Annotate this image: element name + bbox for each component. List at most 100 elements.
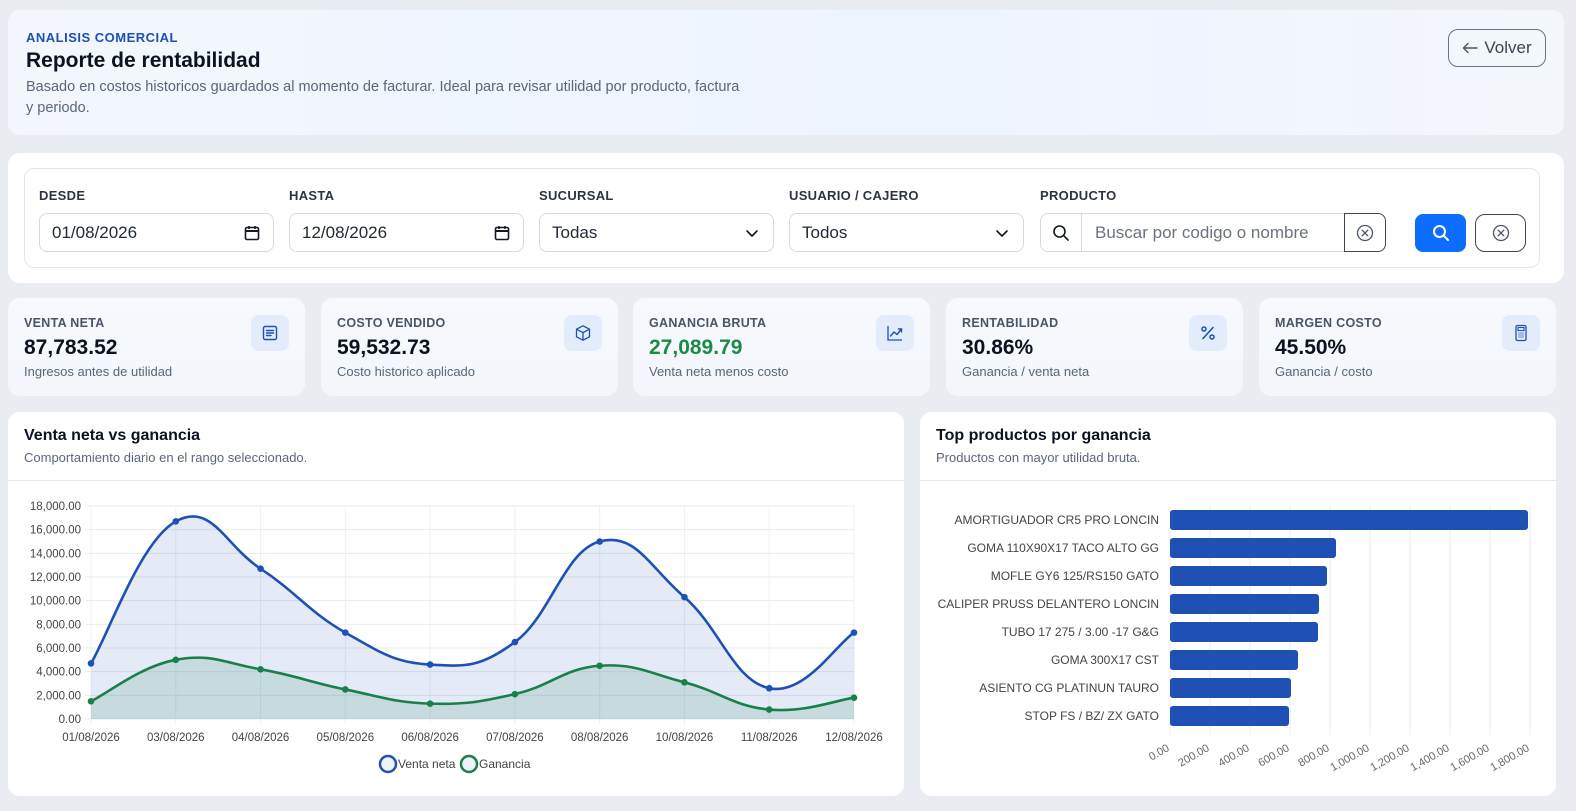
search-button[interactable] <box>1415 214 1466 252</box>
back-button[interactable]: Volver <box>1448 29 1546 67</box>
data-point <box>850 694 858 701</box>
search-icon <box>1432 225 1449 241</box>
filters-panel: DESDE 01/08/2026 HASTA 12/08/2026 SUCURS… <box>8 153 1564 283</box>
x-tick-label: 11/08/2026 <box>741 732 798 744</box>
trend-up-icon <box>876 315 914 351</box>
desde-label: DESDE <box>39 188 86 203</box>
data-point <box>87 660 95 667</box>
bar-category-label: ASIENTO CG PLATINUN TAURO <box>979 681 1159 695</box>
sucursal-value: Todas <box>552 222 598 242</box>
close-circle-icon <box>1492 224 1509 242</box>
card-subtitle: Comportamiento diario en el rango selecc… <box>24 450 308 465</box>
y-tick-label: 4,000.00 <box>36 667 81 679</box>
kpi-subtitle: Costo historico aplicado <box>337 364 476 379</box>
kpi-subtitle: Ganancia / venta neta <box>962 364 1090 379</box>
kpi-label: MARGEN COSTO <box>1275 316 1382 330</box>
y-tick-label: 12,000.00 <box>30 572 81 584</box>
kpi-label: VENTA NETA <box>24 316 105 330</box>
card-title: Venta neta vs ganancia <box>24 427 201 444</box>
reset-filters-button[interactable] <box>1475 214 1526 252</box>
x-tick-label: 10/08/2026 <box>656 732 714 744</box>
calendar-icon[interactable] <box>493 224 511 242</box>
data-point <box>257 666 264 673</box>
kpi-value: 45.50% <box>1275 336 1347 359</box>
desde-date-input[interactable]: 01/08/2026 <box>39 213 274 252</box>
kpi-value: 59,532.73 <box>337 336 431 359</box>
hasta-date-input[interactable]: 12/08/2026 <box>289 213 524 252</box>
legend-label: Ganancia <box>479 757 531 771</box>
back-button-label: Volver <box>1484 38 1532 57</box>
close-circle-icon <box>1356 224 1374 241</box>
kpi-costo-vendido: COSTO VENDIDO 59,532.73 Costo historico … <box>321 298 618 396</box>
card-divider <box>8 480 904 481</box>
chevron-down-icon <box>996 230 1008 237</box>
producto-label: PRODUCTO <box>1040 188 1117 203</box>
data-point <box>850 629 858 636</box>
section-eyebrow: ANALISIS COMERCIAL <box>26 30 178 45</box>
x-tick-label: 08/08/2026 <box>571 732 629 744</box>
x-tick-label: 07/08/2026 <box>486 732 544 744</box>
calculator-icon <box>1502 315 1540 351</box>
x-tick-label: 1,200.00 <box>1368 742 1411 774</box>
x-tick-label: 04/08/2026 <box>232 732 290 744</box>
data-point <box>426 661 434 668</box>
calendar-icon[interactable] <box>243 224 261 242</box>
percent-icon <box>1189 315 1227 351</box>
bar-category-label: AMORTIGUADOR CR5 PRO LONCIN <box>955 513 1159 527</box>
kpi-subtitle: Ganancia / costo <box>1275 364 1373 379</box>
bar <box>1170 678 1291 698</box>
line-chart: 0.00 2,000.00 4,000.00 6,000.00 8,000.00 10,0… <box>30 501 883 774</box>
page-header: ANALISIS COMERCIAL Reporte de rentabilid… <box>8 10 1564 135</box>
bar <box>1170 706 1289 726</box>
bar-chart: 0.00 200.00 400.00 600.00 800.001,000.001,20… <box>938 506 1532 774</box>
usuario-label: USUARIO / CAJERO <box>789 188 919 203</box>
kpi-value: 87,783.52 <box>24 336 118 359</box>
kpi-subtitle: Ingresos antes de utilidad <box>24 364 173 379</box>
page-title: Reporte de rentabilidad <box>26 49 261 72</box>
x-tick-label: 400.00 <box>1216 742 1251 769</box>
hasta-value: 12/08/2026 <box>302 222 388 242</box>
filters-form: DESDE 01/08/2026 HASTA 12/08/2026 SUCURS… <box>24 168 1540 268</box>
bar-category-label: STOP FS / BZ/ ZX GATO <box>1025 709 1159 723</box>
x-tick-label: 600.00 <box>1256 742 1291 769</box>
kpi-ganancia-bruta: GANANCIA BRUTA 27,089.79 Venta neta meno… <box>633 298 930 396</box>
kpi-subtitle: Venta neta menos costo <box>649 364 789 379</box>
data-point <box>681 593 688 601</box>
kpi-rentabilidad: RENTABILIDAD 30.86% Ganancia / venta net… <box>946 298 1243 396</box>
card-title: Top productos por ganancia <box>936 427 1151 444</box>
kpi-value: 27,089.79 <box>649 336 743 359</box>
x-tick-label: 1,800.00 <box>1488 742 1531 774</box>
kpi-venta-neta: VENTA NETA 87,783.52 Ingresos antes de u… <box>8 298 305 396</box>
desde-value: 01/08/2026 <box>52 222 138 242</box>
card-subtitle: Productos con mayor utilidad bruta. <box>936 450 1141 465</box>
page-description: Basado en costos historicos guardados al… <box>26 79 740 116</box>
bar <box>1170 594 1319 614</box>
bar-category-label: CALIPER PRUSS DELANTERO LONCIN <box>938 597 1159 611</box>
series-line <box>90 656 855 712</box>
clear-producto-button[interactable] <box>1344 213 1386 252</box>
x-tick-label: 1,600.00 <box>1448 742 1491 774</box>
y-tick-label: 16,000.00 <box>30 525 81 537</box>
bar <box>1170 650 1298 670</box>
x-tick-label: 06/08/2026 <box>401 732 459 744</box>
card-divider <box>920 480 1556 481</box>
data-point <box>511 638 519 646</box>
bar <box>1170 538 1336 558</box>
legend-marker <box>378 754 398 774</box>
arrow-left-icon <box>1463 42 1479 54</box>
receipt-icon <box>251 315 289 351</box>
sucursal-select[interactable]: Todas <box>539 213 774 252</box>
y-tick-label: 10,000.00 <box>30 596 81 608</box>
legend-label: Venta neta <box>398 757 456 771</box>
usuario-select[interactable]: Todos <box>789 213 1024 252</box>
producto-search-group <box>1040 213 1386 252</box>
y-tick-label: 18,000.00 <box>30 501 81 513</box>
bar <box>1170 566 1327 586</box>
sucursal-label: SUCURSAL <box>539 188 614 203</box>
series-area <box>91 516 854 719</box>
box-icon <box>564 315 602 351</box>
kpi-label: RENTABILIDAD <box>962 316 1059 330</box>
producto-search-input[interactable] <box>1083 214 1359 251</box>
x-tick-label: 200.00 <box>1176 742 1211 769</box>
series-line <box>89 515 855 691</box>
